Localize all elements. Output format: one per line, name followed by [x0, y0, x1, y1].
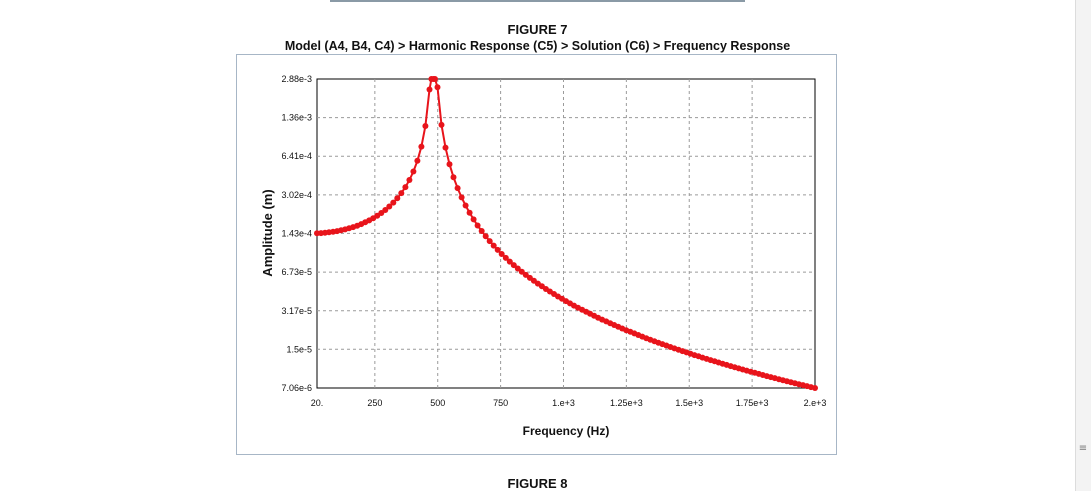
data-point — [418, 143, 425, 150]
data-point — [386, 203, 393, 210]
grid-lines — [317, 79, 815, 388]
x-tick-label: 20. — [311, 398, 324, 408]
y-tick-label: 1.43e-4 — [281, 228, 312, 238]
vertical-scrollbar[interactable] — [1075, 0, 1091, 491]
x-tick-label: 750 — [493, 398, 508, 408]
y-tick-label: 7.06e-6 — [281, 383, 312, 393]
data-point — [470, 216, 477, 223]
data-point — [414, 157, 421, 164]
data-point — [462, 202, 469, 209]
y-axis-label: Amplitude (m) — [260, 189, 275, 276]
data-point — [434, 84, 441, 91]
series-amplitude — [314, 76, 818, 391]
y-tick-label: 1.36e-3 — [281, 113, 312, 123]
data-point — [514, 265, 521, 272]
y-tick-label: 3.17e-5 — [281, 306, 312, 316]
data-point — [442, 144, 449, 151]
y-tick-label: 2.88e-3 — [281, 74, 312, 84]
data-point — [402, 184, 409, 191]
y-tick-label: 6.41e-4 — [281, 151, 312, 161]
data-point — [454, 185, 461, 192]
data-point — [474, 222, 481, 229]
x-tick-label: 250 — [367, 398, 382, 408]
data-point — [482, 233, 489, 240]
x-tick-label: 1.75e+3 — [736, 398, 769, 408]
x-tick-labels: 20. 250 500 750 1.e+3 1.25e+3 1.5e+3 1.75e+3 2.e… — [311, 398, 827, 408]
data-point — [510, 262, 517, 269]
data-point — [438, 121, 445, 128]
data-point — [490, 242, 497, 249]
data-point — [518, 268, 525, 275]
data-point — [382, 207, 389, 213]
data-point — [522, 271, 529, 278]
data-point — [812, 385, 818, 391]
x-axis-label: Frequency (Hz) — [523, 424, 610, 438]
y-tick-label: 1.5e-5 — [286, 344, 312, 354]
y-tick-label: 3.02e-4 — [281, 190, 312, 200]
data-point — [390, 199, 397, 206]
top-divider — [330, 0, 745, 2]
y-tick-labels: 7.06e-6 1.5e-5 3.17e-5 6.73e-5 1.43e-4 3.02e-… — [281, 74, 312, 393]
data-point — [410, 168, 417, 175]
data-point — [432, 76, 438, 82]
x-tick-label: 1.25e+3 — [610, 398, 643, 408]
figure-8-title: FIGURE 8 — [507, 476, 568, 491]
data-point — [494, 246, 501, 253]
data-point — [486, 238, 493, 245]
x-tick-label: 1.e+3 — [552, 398, 575, 408]
x-tick-label: 500 — [430, 398, 445, 408]
data-point — [398, 190, 405, 197]
figure-7-subtitle: Model (A4, B4, C4) > Harmonic Response (… — [284, 39, 791, 53]
data-point — [478, 228, 485, 234]
frequency-response-chart: 20. 250 500 750 1.e+3 1.25e+3 1.5e+3 1.75e+3 2.e… — [260, 74, 827, 438]
scrollbar-grip-icon[interactable]: ≡ — [1078, 443, 1088, 454]
data-point — [446, 161, 453, 168]
data-point — [426, 86, 433, 93]
data-point — [502, 254, 509, 261]
data-point — [422, 123, 429, 129]
data-point — [466, 209, 473, 216]
x-tick-label: 1.5e+3 — [675, 398, 703, 408]
x-tick-label: 2.e+3 — [804, 398, 827, 408]
data-point — [498, 251, 505, 257]
data-point — [458, 194, 465, 201]
data-point — [406, 177, 413, 183]
figure-7-title: FIGURE 7 — [507, 22, 568, 37]
data-point — [506, 258, 513, 265]
data-point — [394, 195, 401, 202]
data-point — [450, 174, 457, 181]
y-tick-label: 6.73e-5 — [281, 267, 312, 277]
chart-frame: 20. 250 500 750 1.e+3 1.25e+3 1.5e+3 1.75e+3 2.e… — [236, 54, 837, 455]
